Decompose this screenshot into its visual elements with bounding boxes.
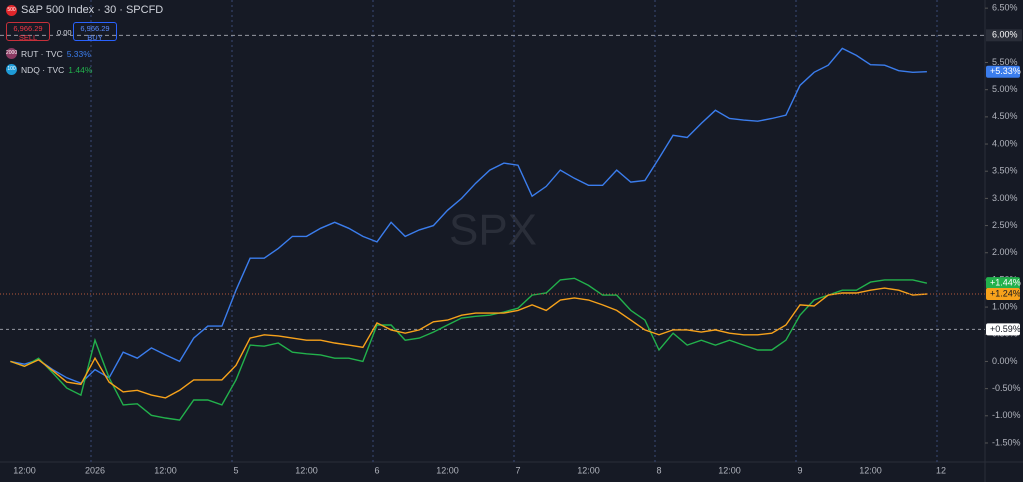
y-tick-label: 6.50% [992,3,1018,13]
x-tick-label: 5 [233,465,238,475]
y-tick-label: 2.00% [992,247,1018,257]
y-tick-label: 4.50% [992,111,1018,121]
x-tick-label: 8 [656,465,661,475]
y-tick-label: 1.00% [992,301,1018,311]
y-tick-label: -1.50% [992,437,1021,447]
spread: 0.00 [57,28,72,37]
x-tick-label: 12:00 [718,465,741,475]
crosshair-label: 6.00% [992,30,1018,40]
y-tick-label: 0.00% [992,356,1018,366]
series-line [10,47,927,385]
chart-title: S&P 500 Index · 30 · SPCFD [21,4,164,16]
x-tick-label: 12:00 [577,465,600,475]
legend-name: NDQ · TVC [21,64,65,75]
price-tag-label: +1.44% [990,278,1021,288]
series-line [10,287,927,399]
price-tag-label: +5.33% [990,66,1021,76]
watermark: SPX [449,206,537,255]
price-tag [986,65,1020,78]
badge: 500 [6,4,17,16]
y-tick-label: 3.50% [992,166,1018,176]
badge: 2000 [6,48,17,59]
price-tag [986,277,1020,290]
legend-value: 1.44% [68,64,93,75]
price-tag [986,288,1020,301]
buy-price: 6,966.29 [80,24,110,33]
sell-label: SELL [18,33,38,42]
x-tick-label: 12:00 [13,465,36,475]
x-tick-label: 12:00 [295,465,318,475]
crosshair-tag [986,29,1022,42]
badge: 100 [6,64,17,75]
y-tick-label: 5.50% [992,57,1018,67]
legend-item: 100 NDQ · TVC 1.44% [6,64,92,75]
sell-button[interactable]: 6,966.29 SELL [6,22,50,42]
x-tick-label: 12:00 [859,465,882,475]
x-tick-label: 12:00 [154,465,177,475]
x-tick-label: 2026 [85,465,105,475]
x-tick-label: 7 [515,465,520,475]
buy-button[interactable]: 6,966.29 BUY [73,22,117,42]
y-tick-label: 2.50% [992,220,1018,230]
series-line [10,277,928,421]
y-tick-label: 5.00% [992,84,1018,94]
sell-price: 6,966.29 [13,24,43,33]
legend-item: 2000 RUT · TVC 5.33% [6,48,91,59]
y-tick-label: -0.50% [992,383,1021,393]
ref-tag [986,323,1020,336]
y-tick-label: 4.00% [992,138,1018,148]
legend-name: RUT · TVC [21,48,63,59]
buy-label: BUY [87,33,103,42]
x-tick-label: 9 [797,465,802,475]
ref-tag-label: +0.59% [990,324,1021,334]
x-tick-label: 12 [936,465,946,475]
legend-value: 5.33% [66,48,91,59]
header: 500 S&P 500 Index · 30 · SPCFD [6,4,163,16]
y-tick-label: 3.00% [992,193,1018,203]
price-tag-label: +1.24% [990,288,1021,298]
y-tick-label: -1.00% [992,410,1021,420]
x-tick-label: 6 [374,465,379,475]
x-tick-label: 12:00 [436,465,459,475]
